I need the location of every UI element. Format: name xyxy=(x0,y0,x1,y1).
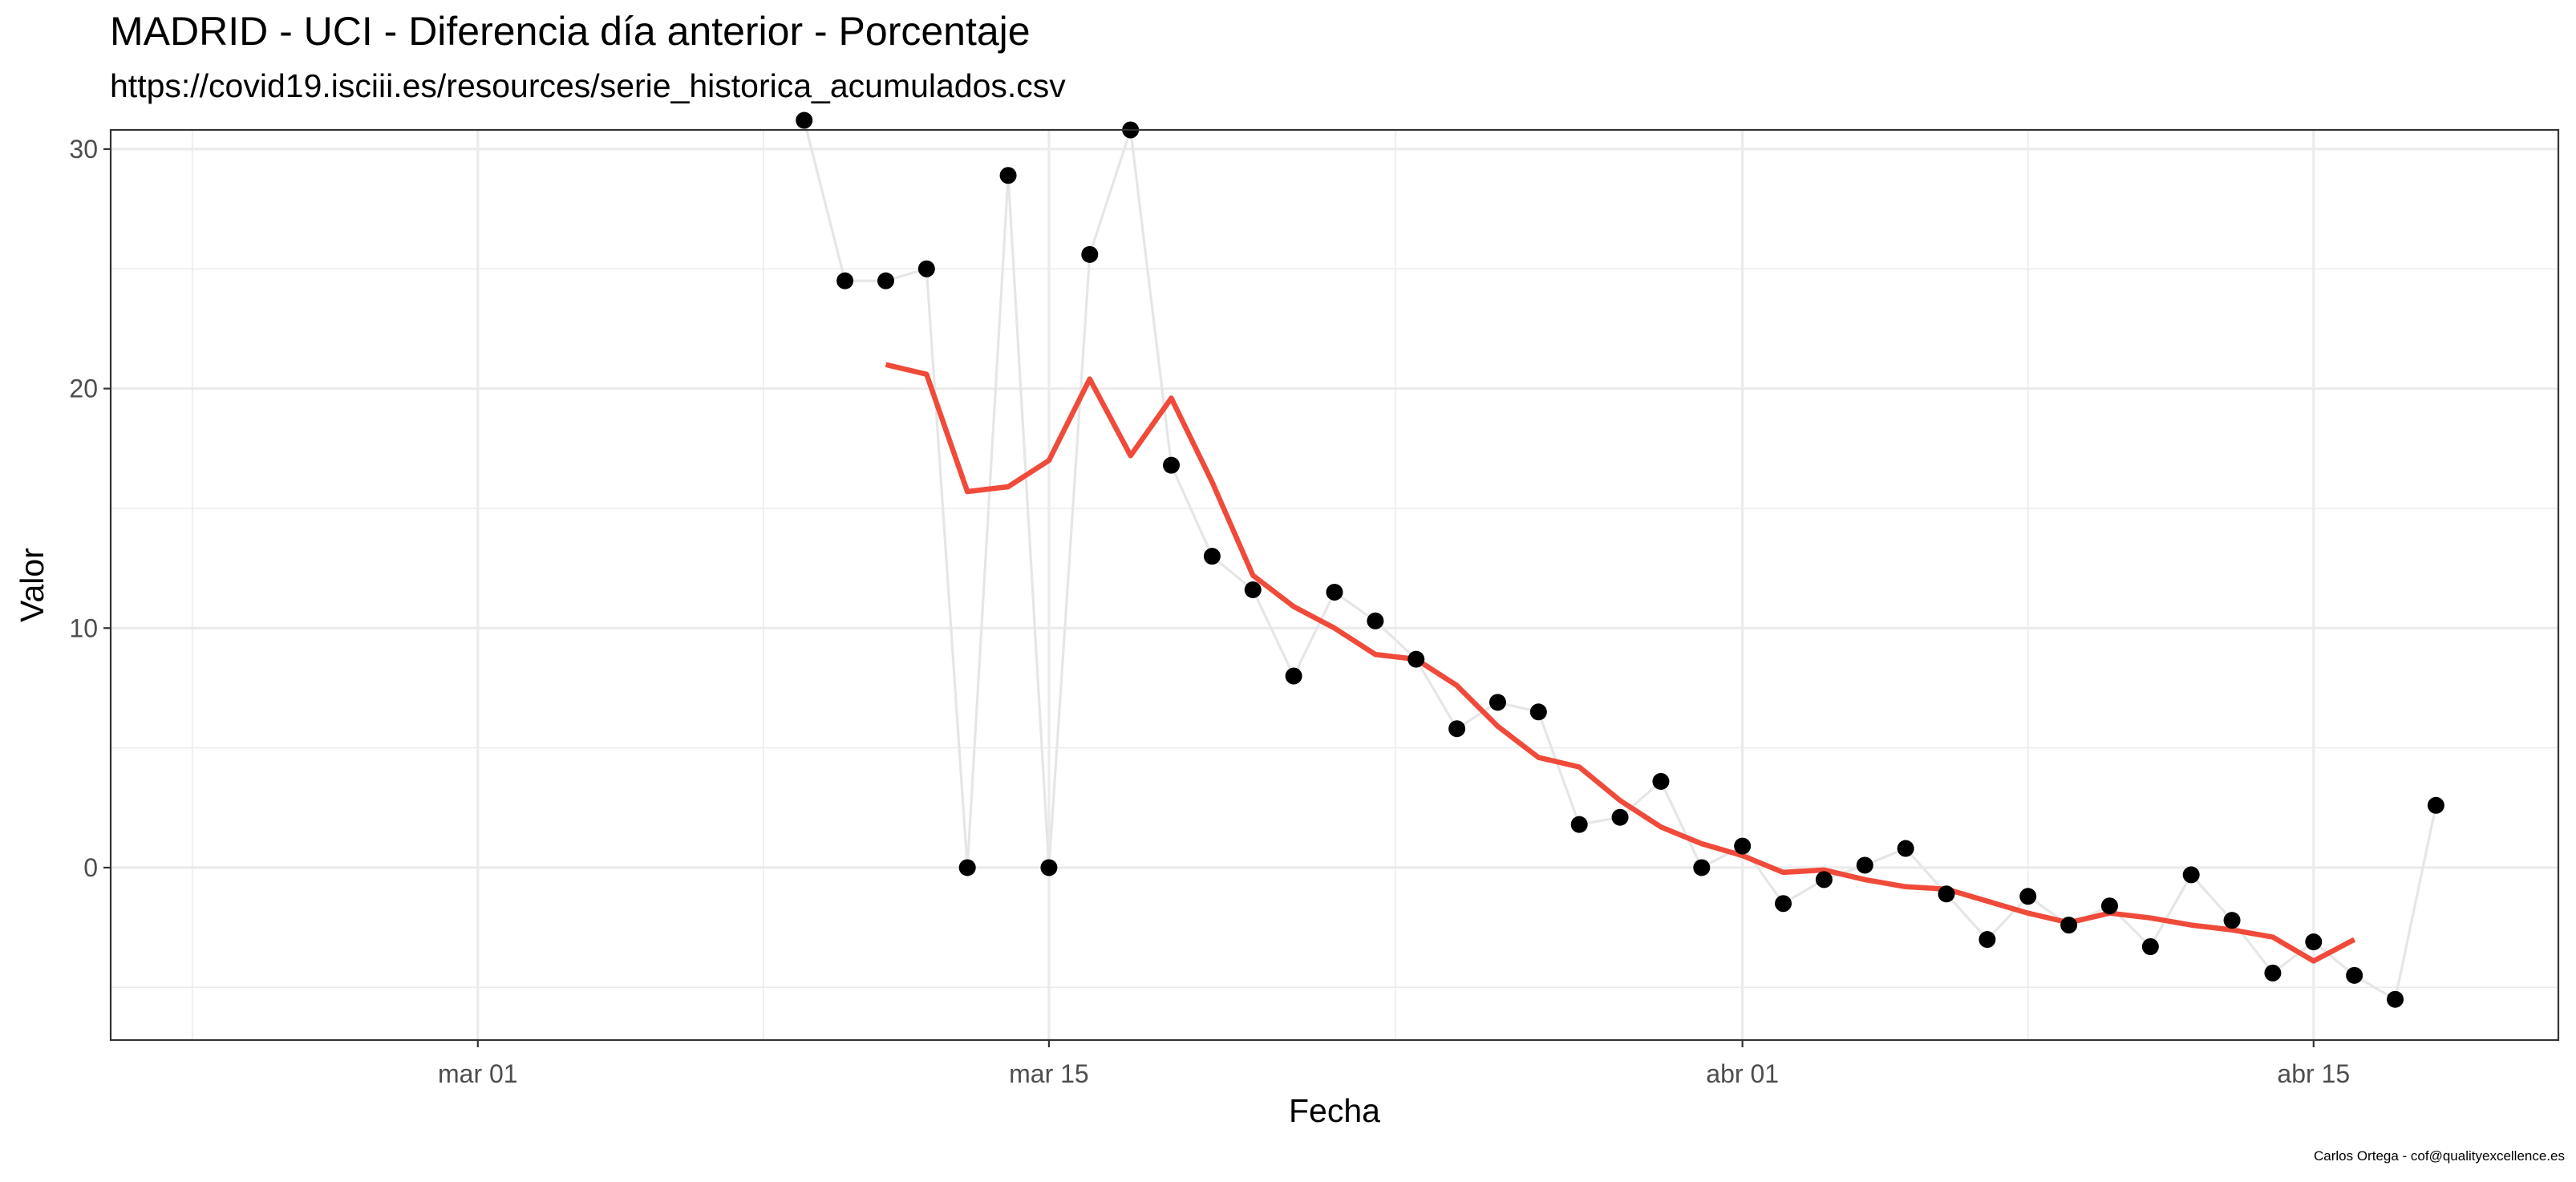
data-layer xyxy=(796,111,2444,1008)
data-point xyxy=(1163,456,1181,474)
caption: Carlos Ortega - cof@qualityexcellence.es xyxy=(2313,1148,2565,1164)
x-tick-label: mar 15 xyxy=(1009,1059,1089,1088)
data-point xyxy=(1488,694,1506,711)
chart-title: MADRID - UCI - Diferencia día anterior -… xyxy=(110,9,1031,54)
data-point xyxy=(1448,720,1466,738)
data-point xyxy=(2182,866,2200,884)
data-point xyxy=(2305,933,2323,951)
data-point xyxy=(1407,650,1425,668)
data-point xyxy=(1081,245,1099,263)
data-point xyxy=(836,272,854,289)
data-point xyxy=(1734,837,1752,855)
data-point xyxy=(2387,990,2404,1008)
data-point xyxy=(1367,612,1384,629)
x-tick-label: mar 01 xyxy=(438,1059,518,1088)
data-point xyxy=(1815,871,1833,889)
chart-subtitle: https://covid19.isciii.es/resources/seri… xyxy=(110,67,1066,104)
data-point xyxy=(1775,895,1792,913)
data-point xyxy=(1938,885,1955,903)
data-point xyxy=(999,167,1017,184)
x-axis-title: Fecha xyxy=(1289,1092,1380,1129)
y-tick-label: 30 xyxy=(69,135,98,164)
data-point xyxy=(1529,703,1547,721)
x-tick-label: abr 01 xyxy=(1706,1059,1779,1088)
y-tick-label: 10 xyxy=(69,613,98,642)
data-point xyxy=(958,859,976,876)
data-point xyxy=(2427,796,2444,814)
data-point xyxy=(1326,583,1343,601)
data-point xyxy=(1856,856,1873,874)
data-point xyxy=(1652,772,1670,790)
data-point xyxy=(1979,931,1996,949)
axis-layer: 0 10 20 30 mar 01 mar 15 abr 01 abr 15 xyxy=(69,135,2350,1088)
data-point xyxy=(2346,966,2363,984)
panel-border xyxy=(109,128,2560,1042)
data-point xyxy=(2100,897,2118,915)
data-point xyxy=(917,260,935,277)
data-point xyxy=(1693,859,1711,876)
y-tick-label: 20 xyxy=(69,374,98,403)
data-point xyxy=(2019,888,2037,905)
y-axis-title: Valor xyxy=(14,548,51,622)
data-point xyxy=(796,111,813,129)
data-point xyxy=(1897,840,1914,857)
data-point xyxy=(877,272,894,289)
data-point xyxy=(1203,548,1221,565)
data-point xyxy=(1285,667,1302,685)
data-point xyxy=(2060,917,2078,934)
data-point xyxy=(1244,581,1262,598)
data-point xyxy=(1040,859,1058,876)
data-point xyxy=(1570,816,1588,833)
y-tick-label: 0 xyxy=(83,853,98,882)
data-point xyxy=(2223,912,2241,929)
data-point xyxy=(1611,808,1629,826)
data-point xyxy=(2141,938,2159,956)
x-tick-label: abr 15 xyxy=(2277,1059,2350,1088)
data-point xyxy=(2264,964,2282,982)
grid-layer xyxy=(111,130,2558,1040)
